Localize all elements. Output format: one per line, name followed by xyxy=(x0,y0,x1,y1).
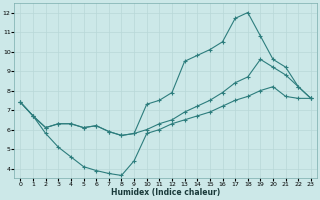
X-axis label: Humidex (Indice chaleur): Humidex (Indice chaleur) xyxy=(111,188,220,197)
